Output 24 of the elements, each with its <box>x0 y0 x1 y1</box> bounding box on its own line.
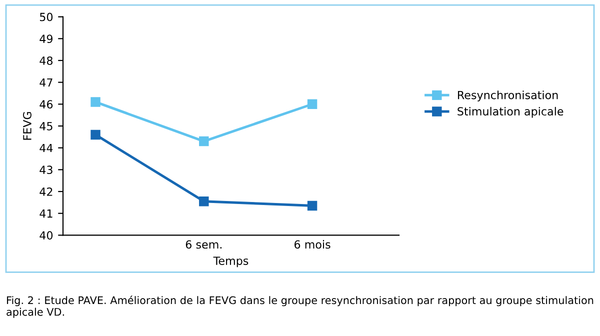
y-axis-title: FEVG <box>23 112 32 140</box>
y-tick-label: 47 <box>40 78 52 87</box>
point <box>199 136 209 146</box>
legend-label: Resynchronisation <box>458 90 558 102</box>
y-tick-label: 45 <box>40 122 52 130</box>
y-tick-label: 42 <box>40 187 52 196</box>
point <box>307 99 318 110</box>
x-axis-title: Temps <box>213 256 248 268</box>
point <box>90 97 100 107</box>
y-tick-label: 41 <box>40 209 52 218</box>
y-tick-label: 40 <box>40 231 53 240</box>
x-tick-label: 6 mois <box>294 240 330 249</box>
y-tick-label: 43 <box>40 166 52 174</box>
point <box>199 196 209 206</box>
y-tick-label: 49 <box>40 34 52 44</box>
x-tick-label: 6 sem. <box>186 240 222 249</box>
y-tick-label: 46 <box>40 100 53 109</box>
y-tick-label: 50 <box>40 12 53 22</box>
caption: Fig. 2 : Etude PAVE. Amélioration de la FEVG dans le groupe resynchronisation par rapport au groupe stimulation apicale VD. <box>6 296 594 318</box>
point <box>307 200 318 211</box>
y-tick-label: 48 <box>40 56 53 65</box>
point <box>90 130 100 140</box>
legend-label: Stimulation apicale <box>458 106 564 118</box>
y-tick-label: 44 <box>40 144 53 152</box>
